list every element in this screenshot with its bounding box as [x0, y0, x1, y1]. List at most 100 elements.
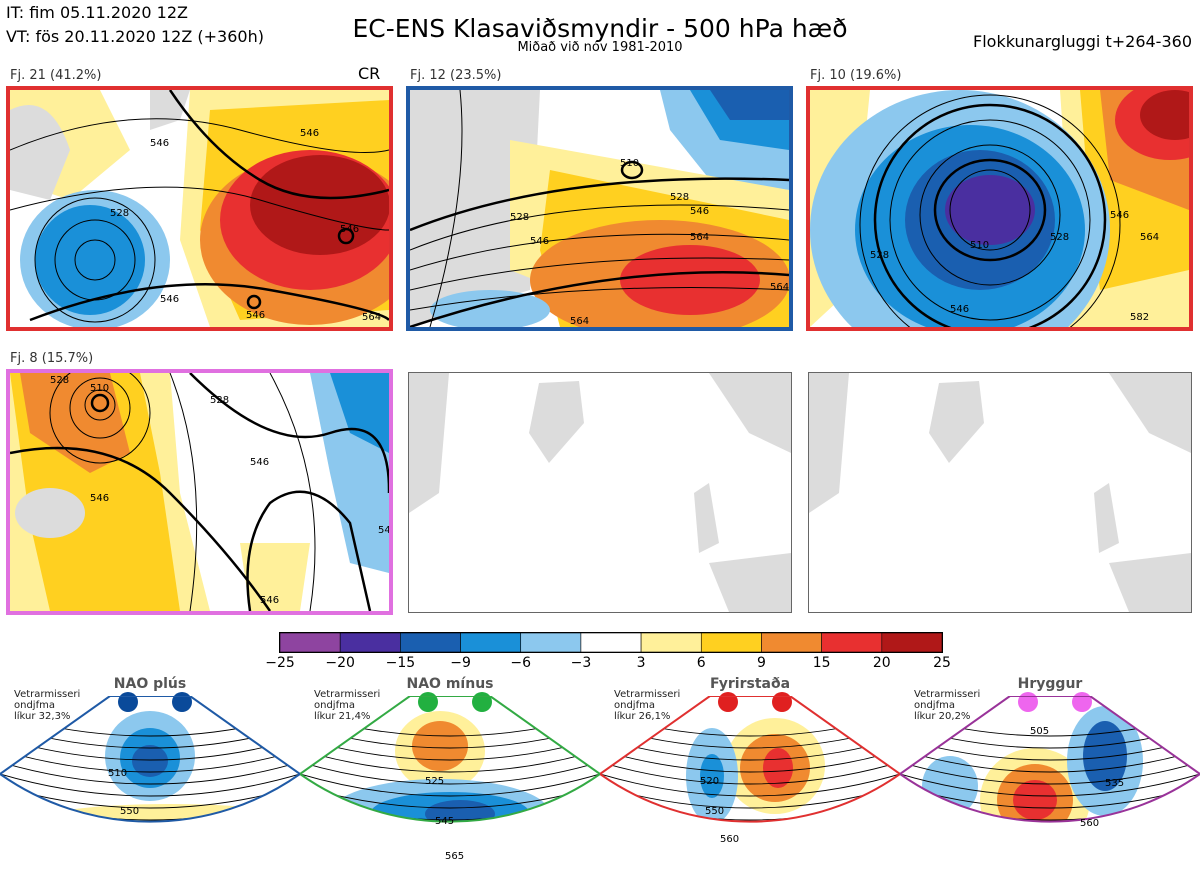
contour-label: 528 [1050, 232, 1069, 243]
cluster-3-field: 510 528 528 546 546 564 582 [810, 90, 1189, 327]
contour-label: 528 [870, 250, 889, 261]
regime-contour-label: 560 [1080, 818, 1099, 829]
contour-label: 546 [260, 595, 279, 606]
regime-note-line: Vetrarmisseri [14, 689, 81, 700]
regime-contour-label: 535 [1105, 778, 1124, 789]
colorbar-tick-label: 3 [636, 655, 646, 671]
colorbar-swatch [280, 633, 341, 652]
contour-label: 564 [1140, 232, 1159, 243]
regime-contour-label: 550 [705, 806, 724, 817]
height-contour [900, 831, 1200, 856]
colorbar-swatch [640, 633, 702, 652]
regime-note-line: ondjfma [914, 700, 955, 711]
colorbar-swatch [761, 633, 822, 652]
anomaly-blob [700, 754, 724, 798]
regime-note: Vetrarmisseri ondjfma líkur 21,4% [314, 689, 380, 722]
colorbar-tick-label: −20 [325, 655, 355, 671]
contour-label: 546 [378, 525, 389, 536]
contour-label: 546 [340, 224, 359, 235]
colorbar-tick-label: −9 [450, 655, 471, 671]
height-contour [900, 722, 1200, 749]
anomaly-blob [1083, 721, 1127, 791]
regime-name: NAO mínus [406, 676, 494, 692]
contour-label: 546 [250, 457, 269, 468]
colorbar-tick-label: 25 [933, 655, 951, 671]
height-contour [600, 806, 900, 822]
regime-border [300, 696, 600, 823]
regime-note-line: Vetrarmisseri [614, 689, 681, 700]
regime-note-line: ondjfma [314, 700, 355, 711]
colorbar-swatch [400, 633, 461, 652]
regime-contour-label: 550 [120, 806, 139, 817]
cluster-3-label: Fj. 10 (19.6%) [810, 68, 902, 83]
colorbar-swatch [881, 633, 942, 652]
issue-time: IT: fim 05.11.2020 12Z [6, 3, 188, 22]
height-contour [300, 758, 600, 785]
anomaly-blob [1011, 858, 1041, 870]
contour-label: 528 [50, 375, 69, 386]
cluster-1-label: Fj. 21 (41.2%) [10, 68, 102, 83]
colorbar-swatch [460, 633, 522, 652]
regime-map: 505 535 560 [900, 696, 1200, 870]
contour-label: 528 [110, 208, 129, 219]
anomaly-blob [763, 748, 793, 788]
regime-contour-label: 560 [720, 834, 739, 845]
cluster-map-2: 510 528 528 546 546 564 564 564 [406, 86, 793, 331]
regime-contour-label: 520 [700, 776, 719, 787]
page-title: EC-ENS Klasaviðsmyndir - 500 hPa hæð [352, 14, 848, 43]
colorbar [279, 632, 943, 653]
classification-window: Flokkunargluggi t+264-360 [973, 32, 1192, 51]
anomaly-blob [132, 745, 168, 777]
regime-note: Vetrarmisseri ondjfma líkur 20,2% [914, 689, 980, 722]
height-contour [0, 818, 300, 822]
colorbar-swatch [821, 633, 883, 652]
cluster-1-tag: CR [358, 64, 381, 83]
valid-time: VT: fös 20.11.2020 12Z (+360h) [6, 27, 264, 46]
height-contour [900, 746, 1200, 773]
regime-note-line: ondjfma [14, 700, 55, 711]
regime-note-line: Vetrarmisseri [314, 689, 381, 700]
contour-label: 564 [690, 232, 709, 243]
contour-label: 546 [950, 304, 969, 315]
cluster-map-3: 510 528 528 546 546 564 582 [806, 86, 1193, 331]
contour-label: 546 [530, 236, 549, 247]
empty-map-6 [808, 372, 1192, 613]
height-contour [600, 831, 900, 856]
regime-border [600, 696, 900, 823]
contour-label: 546 [690, 206, 709, 217]
contour-label: 564 [570, 316, 589, 327]
height-contour [300, 746, 600, 773]
regime-note: Vetrarmisseri ondjfma líkur 26,1% [614, 689, 680, 722]
regime-contour-label: 505 [1030, 726, 1049, 737]
cluster-map-1: 528 546 546 546 546 546 564 [6, 86, 393, 331]
colorbar-tick-label: 6 [696, 655, 706, 671]
height-contour [300, 770, 600, 797]
regime-name: NAO plús [113, 676, 187, 692]
colorbar-tick-label: 20 [872, 655, 891, 671]
height-contour [900, 710, 1200, 737]
height-contour [600, 758, 900, 785]
contour-label: 528 [670, 192, 689, 203]
regime-contour-label: 525 [425, 776, 444, 787]
colorbar-swatch [580, 633, 642, 652]
height-contour [600, 818, 900, 822]
regime-contour-label: 565 [445, 851, 464, 862]
cluster-map-4: 510 528 528 546 546 546 546 [6, 369, 393, 615]
regime-contour-label: 545 [435, 816, 454, 827]
contour-label: 546 [160, 294, 179, 305]
height-contour [600, 746, 900, 773]
regime-note-line: líkur 26,1% [614, 711, 671, 722]
cluster-4-label: Fj. 8 (15.7%) [10, 351, 94, 366]
regime-name: Hryggur [1017, 676, 1083, 692]
anomaly-blob [20, 804, 300, 822]
regime-border [900, 696, 1200, 823]
contour-label: 546 [1110, 210, 1129, 221]
regime-note-line: líkur 20,2% [914, 711, 971, 722]
colorbar-tick-label: 15 [812, 655, 831, 671]
anomaly-blob [1013, 780, 1057, 820]
regime-note-line: Vetrarmisseri [914, 689, 981, 700]
empty-map-5 [408, 372, 792, 613]
regime-note-line: líkur 21,4% [314, 711, 371, 722]
regime-note-line: ondjfma [614, 700, 655, 711]
colorbar-tick-label: −6 [510, 655, 532, 671]
